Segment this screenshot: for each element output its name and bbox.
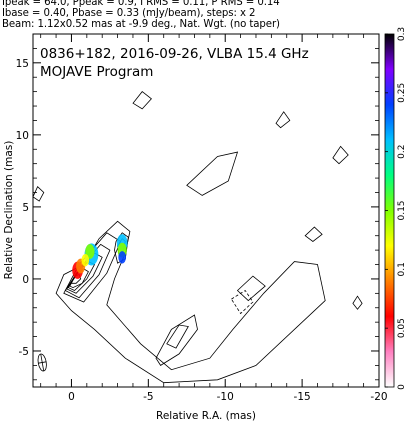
colorbar-tick-label-6: 0.3 xyxy=(397,27,407,41)
contour-14 xyxy=(236,275,266,302)
colorbar-tick-label-0: 0 xyxy=(397,384,407,390)
x-tick-label-3: -15 xyxy=(294,391,311,403)
x-tick-label-4: -20 xyxy=(370,391,387,403)
chart-subtitle: MOJAVE Program xyxy=(40,64,153,80)
x-tick-label-0: 0 xyxy=(68,391,75,403)
polarization-blob-7 xyxy=(118,251,127,264)
colorbar-tick-label-2: 0.1 xyxy=(397,262,407,276)
y-tick-label-2: 5 xyxy=(22,202,29,214)
contour-11 xyxy=(186,151,239,196)
polarization-blob-4 xyxy=(81,254,90,267)
polarization-layer xyxy=(72,234,128,279)
contour-9 xyxy=(155,314,198,366)
x-tick-label-1: -5 xyxy=(143,391,153,403)
contour-12 xyxy=(132,91,152,110)
x-tick-label-2: -10 xyxy=(217,391,234,403)
colorbar-tick-label-5: 0.25 xyxy=(397,83,407,103)
plot-frame xyxy=(32,33,380,388)
contour-0 xyxy=(55,220,326,384)
chart-title: 0836+182, 2016-09-26, VLBA 15.4 GHz xyxy=(40,46,309,62)
x-axis-label: Relative R.A. (mas) xyxy=(156,410,256,422)
y-tick-label-0: -5 xyxy=(19,346,29,358)
y-tick-label-3: 10 xyxy=(16,130,29,142)
contour-10 xyxy=(166,324,189,349)
y-tick-label-1: 0 xyxy=(22,274,29,286)
contour-15 xyxy=(332,145,349,165)
contour-13 xyxy=(32,186,45,202)
beam-minor-axis xyxy=(38,361,47,364)
y-axis-label: Relative Declination (mas) xyxy=(3,141,15,280)
colorbar-tick-label-1: 0.05 xyxy=(397,318,407,338)
contour-17 xyxy=(304,226,323,243)
negative-contour-0 xyxy=(230,289,254,315)
header-line-2: Ibase = 0.40, Pbase = 0.33 (mJy/beam), s… xyxy=(2,8,256,19)
beam-ellipse-shape xyxy=(37,353,47,372)
y-tick-label-4: 15 xyxy=(16,58,29,70)
contour-18 xyxy=(352,295,363,310)
contour-16 xyxy=(275,111,291,129)
colorbar-tick-label-4: 0.2 xyxy=(397,145,407,159)
header-line-3: Beam: 1.12x0.52 mas at -9.9 deg., Nat. W… xyxy=(2,19,280,30)
header-line-1: Ipeak = 64.0, Ppeak = 0.9, I RMS = 0.11,… xyxy=(2,0,280,8)
beam-ellipse xyxy=(37,353,47,372)
axis-ticks: 0 -5 -10 -15 -20 -5 0 5 10 15 xyxy=(16,33,388,403)
contour-layer xyxy=(32,91,363,384)
colorbar-ticks: 0 0.05 0.1 0.15 0.2 0.25 0.3 xyxy=(385,27,407,390)
polarization-blob-1 xyxy=(85,244,95,259)
colorbar-tick-label-3: 0.15 xyxy=(397,200,407,220)
